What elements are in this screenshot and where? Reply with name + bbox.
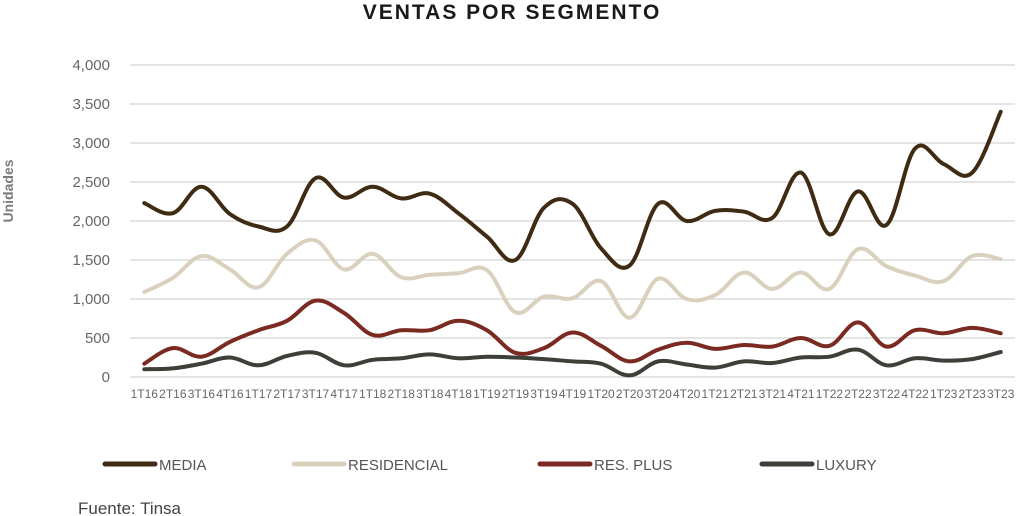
x-tick-label: 1T21: [702, 387, 730, 401]
x-tick-label: 3T20: [644, 387, 672, 401]
x-tick-label: 3T23: [987, 387, 1015, 401]
legend-label: MEDIA: [159, 457, 207, 474]
x-tick-label: 4T18: [445, 387, 473, 401]
y-tick-label: 0: [102, 369, 110, 386]
x-tick-label: 1T22: [816, 387, 844, 401]
x-tick-label: 4T17: [330, 387, 358, 401]
x-tick-label: 1T16: [131, 387, 159, 401]
legend-label: LUXURY: [816, 457, 877, 474]
x-tick-label: 4T20: [673, 387, 701, 401]
y-tick-label: 3,000: [72, 135, 110, 152]
x-tick-label: 1T20: [587, 387, 615, 401]
x-tick-label: 3T16: [188, 387, 216, 401]
x-tick-label: 4T22: [901, 387, 929, 401]
series-line-media: [142, 109, 1003, 270]
y-axis-label: Unidades: [0, 159, 16, 222]
x-tick-label: 2T17: [273, 387, 301, 401]
x-tick-label: 1T19: [473, 387, 501, 401]
y-tick-label: 1,500: [72, 252, 110, 269]
x-tick-label: 2T18: [388, 387, 416, 401]
legend: MEDIA RESIDENCIAL RES. PLUS LUXURY: [102, 457, 877, 474]
x-tick-label: 4T16: [216, 387, 244, 401]
gridlines: [130, 64, 1015, 378]
x-tick-label: 3T21: [759, 387, 787, 401]
x-tick-label: 2T21: [730, 387, 758, 401]
series-lines: [142, 109, 1003, 378]
x-tick-label: 1T17: [245, 387, 273, 401]
y-tick-label: 500: [85, 330, 110, 347]
x-tick-label: 2T22: [844, 387, 872, 401]
x-tick-label: 3T18: [416, 387, 444, 401]
source-note: Fuente: Tinsa: [78, 499, 182, 516]
x-tick-label: 2T20: [616, 387, 644, 401]
x-tick-label: 3T19: [530, 387, 558, 401]
x-tick-label: 3T17: [302, 387, 330, 401]
x-tick-label: 2T16: [159, 387, 187, 401]
y-tick-label: 2,000: [72, 213, 110, 230]
x-tick-label: 1T18: [359, 387, 387, 401]
x-tick-label: 2T23: [958, 387, 986, 401]
y-tick-label: 3,500: [72, 96, 110, 113]
y-axis-ticks: 0 500 1,000 1,500 2,000 2,500 3,000 3,500 4,000: [72, 57, 110, 386]
series-line-luxury: [142, 347, 1003, 378]
y-tick-label: 2,500: [72, 174, 110, 191]
x-tick-label: 2T19: [502, 387, 530, 401]
y-tick-label: 4,000: [72, 57, 110, 74]
x-tick-label: 4T21: [787, 387, 815, 401]
chart-title: VENTAS POR SEGMENTO: [363, 1, 662, 24]
x-tick-label: 3T22: [873, 387, 901, 401]
series-line-residencial: [142, 237, 1003, 320]
legend-label: RESIDENCIAL: [348, 457, 448, 474]
x-tick-label: 1T23: [930, 387, 958, 401]
y-tick-label: 1,000: [72, 291, 110, 308]
x-tick-label: 4T19: [559, 387, 587, 401]
legend-label: RES. PLUS: [594, 457, 672, 474]
series-line-res-plus: [142, 298, 1003, 366]
x-axis-ticks: 1T16 2T16 3T16 4T16 1T17 2T17 3T17 4T17 1T18 2T18…: [131, 387, 1015, 401]
